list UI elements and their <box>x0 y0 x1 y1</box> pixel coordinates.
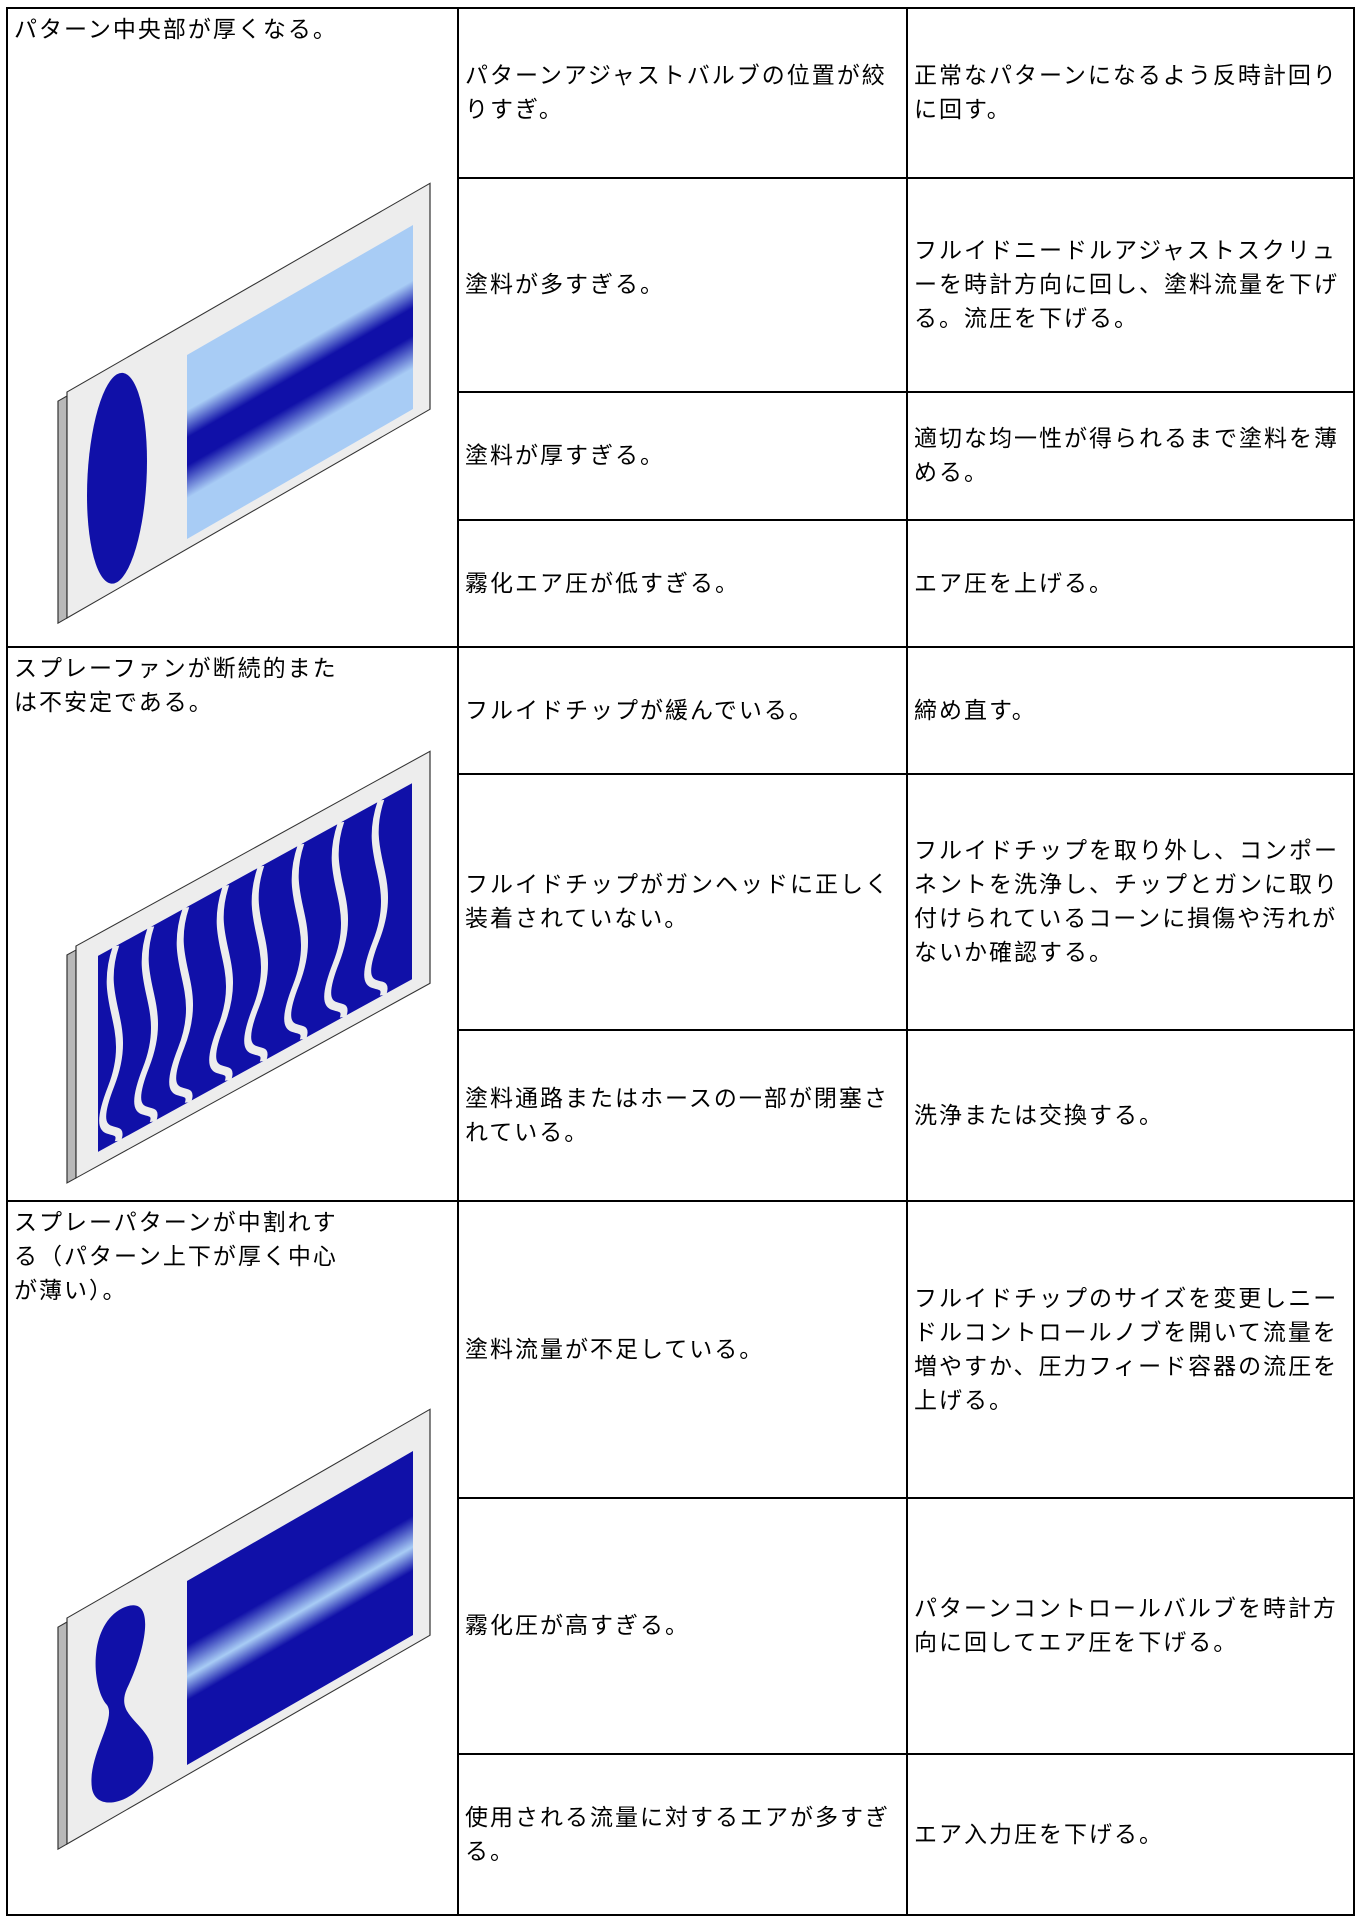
cause-cell-text: 使用される流量に対するエアが多すぎる。 <box>465 1804 890 1865</box>
cause-cell: 塗料が多すぎる。 <box>457 177 908 393</box>
solution-cell-text: 洗浄または交換する。 <box>914 1102 1164 1129</box>
cause-cell: 霧化エア圧が低すぎる。 <box>457 519 908 648</box>
solution-cell: 正常なパターンになるよう反時計回りに回す。 <box>906 7 1355 179</box>
cause-cell: 塗料通路またはホースの一部が閉塞されている。 <box>457 1029 908 1202</box>
cause-cell-text: フルイドチップがガンヘッドに正しく装着されていない。 <box>465 872 890 932</box>
solution-cell-text: フルイドチップを取り外し、コンポーネントを洗浄し、チップとガンに取り付けられてい… <box>914 838 1339 966</box>
solution-cell-text: エア圧を上げる。 <box>914 570 1114 597</box>
symptom-cell-text: スプレーパターンが中割れする（パターン上下が厚く中心が薄い）。 <box>14 1210 338 1304</box>
cause-cell: 塗料流量が不足している。 <box>457 1200 908 1499</box>
cause-cell-text: パターンアジャストバルブの位置が絞りすぎ。 <box>465 63 887 123</box>
solution-cell: 締め直す。 <box>906 646 1355 775</box>
cause-cell-text: 霧化エア圧が低すぎる。 <box>465 570 740 597</box>
cause-cell: フルイドチップが緩んでいる。 <box>457 646 908 775</box>
solution-cell: フルイドニードルアジャストスクリューを時計方向に回し、塗料流量を下げる。流圧を下… <box>906 177 1355 393</box>
symptom-cell: スプレーファンが断続的または不安定である。 <box>6 646 459 1202</box>
cause-cell-text: 塗料通路またはホースの一部が閉塞されている。 <box>465 1085 889 1146</box>
solution-cell: パターンコントロールバルブを時計方向に回してエア圧を下げる。 <box>906 1497 1355 1755</box>
cause-cell-text: 塗料が厚すぎる。 <box>465 443 665 469</box>
solution-cell: フルイドチップを取り外し、コンポーネントを洗浄し、チップとガンに取り付けられてい… <box>906 773 1355 1031</box>
solution-cell-text: 正常なパターンになるよう反時計回りに回す。 <box>914 63 1338 123</box>
cause-cell-text: 霧化圧が高すぎる。 <box>465 1613 690 1639</box>
solution-cell: フルイドチップのサイズを変更しニードルコントロールノブを開いて流量を増やすか、圧… <box>906 1200 1355 1499</box>
cause-cell: パターンアジャストバルブの位置が絞りすぎ。 <box>457 7 908 179</box>
symptom-cell: スプレーパターンが中割れする（パターン上下が厚く中心が薄い）。 <box>6 1200 459 1916</box>
cause-cell-text: 塗料が多すぎる。 <box>465 272 665 298</box>
symptom-cell: パターン中央部が厚くなる。 <box>6 7 459 648</box>
cause-cell: 塗料が厚すぎる。 <box>457 391 908 521</box>
symptom-cell-text: スプレーファンが断続的または不安定である。 <box>14 656 338 716</box>
solution-cell-text: フルイドニードルアジャストスクリューを時計方向に回し、塗料流量を下げる。流圧を下… <box>914 238 1339 332</box>
cause-cell: 霧化圧が高すぎる。 <box>457 1497 908 1755</box>
symptom-cell-text: パターン中央部が厚くなる。 <box>14 17 338 43</box>
solution-cell: 適切な均一性が得られるまで塗料を薄める。 <box>906 391 1355 521</box>
solution-cell: エア圧を上げる。 <box>906 519 1355 648</box>
solution-cell-text: 締め直す。 <box>914 697 1037 724</box>
cause-cell-text: 塗料流量が不足している。 <box>465 1336 765 1363</box>
solution-cell-text: 適切な均一性が得られるまで塗料を薄める。 <box>914 426 1339 486</box>
solution-cell-text: パターンコントロールバルブを時計方向に回してエア圧を下げる。 <box>914 1596 1338 1656</box>
cause-cell-text: フルイドチップが緩んでいる。 <box>465 697 814 724</box>
solution-cell-text: エア入力圧を下げる。 <box>914 1821 1164 1848</box>
solution-cell: 洗浄または交換する。 <box>906 1029 1355 1202</box>
solution-cell-text: フルイドチップのサイズを変更しニードルコントロールノブを開いて流量を増やすか、圧… <box>914 1285 1339 1414</box>
cause-cell: 使用される流量に対するエアが多すぎる。 <box>457 1753 908 1916</box>
cause-cell: フルイドチップがガンヘッドに正しく装着されていない。 <box>457 773 908 1031</box>
solution-cell: エア入力圧を下げる。 <box>906 1753 1355 1916</box>
